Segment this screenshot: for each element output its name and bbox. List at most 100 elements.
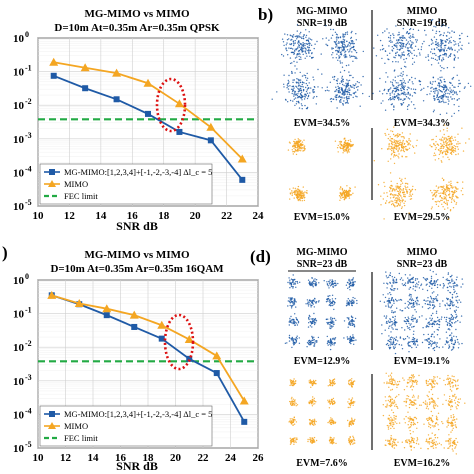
constellation-point — [399, 139, 401, 142]
constellation-point — [296, 82, 298, 84]
constellation-point — [318, 282, 320, 284]
constellation-point — [446, 378, 448, 380]
constellation-point — [326, 335, 328, 338]
constellation-point — [435, 54, 437, 56]
constellation-point — [457, 387, 459, 390]
constellation-point — [353, 49, 356, 51]
panel-b-mimo-qpsk-orange — [373, 124, 470, 220]
constellation-point — [388, 340, 391, 343]
constellation-point — [338, 141, 341, 143]
constellation-point — [430, 397, 432, 399]
constellation-point — [401, 103, 403, 106]
constellation-point — [390, 320, 392, 323]
constellation-point — [350, 32, 352, 34]
constellation-point — [438, 428, 440, 431]
constellation-point — [346, 79, 348, 81]
constellation-point — [432, 81, 434, 83]
constellation-point — [407, 424, 409, 426]
constellation-point — [408, 302, 411, 304]
constellation-point — [390, 200, 392, 202]
x-tick-label: 16 — [115, 452, 127, 464]
constellation-point — [391, 324, 393, 326]
constellation-point — [315, 301, 318, 303]
constellation-point — [348, 71, 350, 73]
constellation-point — [313, 279, 315, 281]
constellation-point — [406, 189, 408, 191]
panel-b-mimo-qpsk-blue — [372, 18, 472, 117]
constellation-point — [400, 299, 403, 301]
constellation-point — [307, 305, 310, 307]
constellation-point — [446, 112, 448, 114]
constellation-point — [343, 144, 345, 146]
constellation-point — [294, 57, 297, 59]
constellation-point — [429, 189, 432, 192]
constellation-point — [388, 325, 391, 327]
constellation-point — [303, 82, 305, 84]
constellation-point — [435, 203, 438, 206]
constellation-point — [390, 180, 392, 182]
constellation-point — [332, 422, 334, 425]
constellation-point — [390, 306, 393, 308]
constellation-point — [382, 48, 385, 50]
constellation-point — [338, 41, 340, 43]
constellation-point — [388, 346, 390, 349]
constellation-point — [442, 147, 445, 149]
constellation-point — [401, 310, 404, 312]
data-point-mimo — [184, 334, 194, 343]
constellation-point — [439, 196, 441, 198]
constellation-point — [343, 94, 345, 96]
constellation-point — [414, 107, 416, 110]
constellation-point — [406, 108, 409, 111]
constellation-point — [450, 151, 453, 154]
constellation-point — [294, 97, 297, 99]
constellation-point — [449, 307, 451, 310]
constellation-point — [290, 420, 292, 422]
constellation-point — [440, 150, 442, 152]
constellation-point — [349, 338, 351, 340]
constellation-point — [406, 93, 408, 95]
constellation-point — [451, 348, 454, 350]
constellation-point — [355, 33, 357, 35]
constellation-point — [325, 43, 327, 45]
constellation-point — [289, 192, 292, 194]
constellation-point — [458, 110, 460, 112]
constellation-point — [416, 55, 418, 57]
constellation-point — [432, 138, 434, 141]
constellation-point — [299, 140, 301, 142]
constellation-point — [438, 45, 440, 47]
constellation-point — [292, 35, 294, 37]
constellation-point — [433, 336, 435, 338]
constellation-point — [329, 342, 332, 344]
constellation-point — [402, 44, 405, 46]
constellation-point — [395, 418, 397, 420]
constellation-point — [306, 55, 308, 57]
constellation-point — [354, 84, 356, 87]
constellation-point — [398, 198, 401, 201]
constellation-point — [331, 279, 333, 281]
constellation-point — [333, 76, 336, 78]
constellation-point — [299, 281, 301, 283]
constellation-point — [427, 303, 429, 306]
constellation-point — [407, 343, 409, 345]
constellation-point — [412, 281, 415, 283]
constellation-point — [336, 45, 338, 47]
constellation-point — [439, 321, 441, 323]
constellation-point — [439, 147, 441, 150]
constellation-point — [342, 146, 345, 148]
constellation-point — [439, 39, 442, 41]
constellation-point — [453, 375, 455, 378]
constellation-point — [389, 186, 391, 188]
constellation-point — [313, 280, 315, 283]
constellation-point — [301, 193, 304, 195]
constellation-point — [450, 349, 453, 351]
constellation-point — [294, 142, 297, 144]
constellation-point — [390, 339, 392, 341]
constellation-point — [433, 400, 436, 402]
constellation-point — [291, 380, 294, 383]
constellation-point — [391, 92, 393, 94]
constellation-point — [399, 309, 401, 311]
constellation-point — [453, 343, 455, 345]
constellation-point — [415, 418, 418, 420]
constellation-point — [302, 192, 305, 194]
constellation-point — [440, 160, 442, 162]
